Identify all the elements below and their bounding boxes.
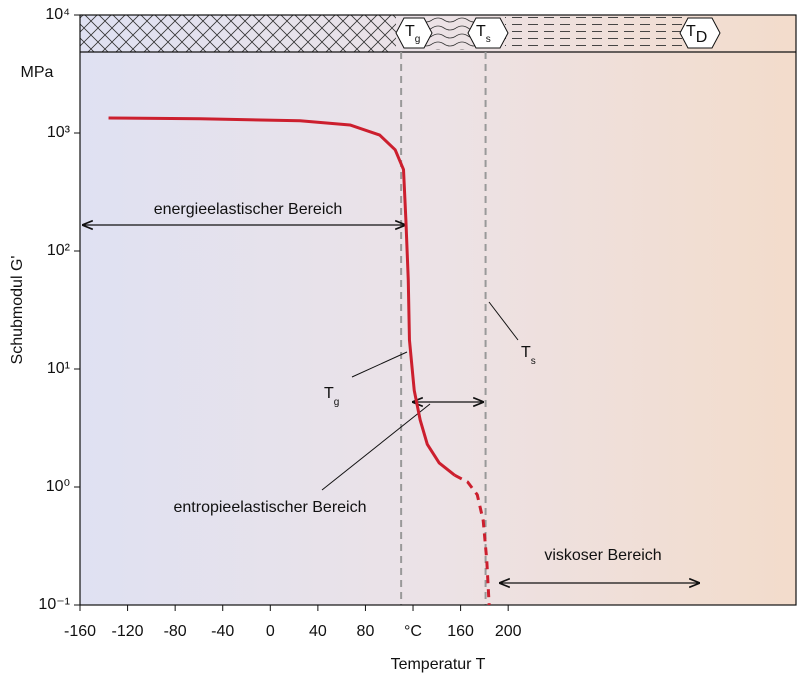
- x-tick-label: 0: [266, 623, 275, 640]
- y-unit: MPa: [21, 64, 54, 81]
- region-label: entropieelastischer Bereich: [174, 499, 367, 516]
- x-tick-label: 160: [447, 623, 474, 640]
- chart: Tg Ts TD MPa Schubmodul G' Temperatur T …: [0, 0, 797, 678]
- y-tick-label: 10⁰: [46, 478, 70, 495]
- plot-background: [80, 15, 796, 605]
- x-axis-title: Temperatur T: [391, 656, 486, 673]
- y-tick-label: 10²: [47, 242, 71, 259]
- y-axis-title: Schubmodul G': [9, 256, 26, 365]
- x-tick-label: 40: [309, 623, 327, 640]
- x-tick-label: °C: [404, 623, 422, 640]
- x-tick-label: -80: [164, 623, 187, 640]
- x-tick-label: 200: [495, 623, 522, 640]
- y-tick-label: 10¹: [47, 360, 70, 377]
- region-label: energieelastischer Bereich: [154, 201, 343, 218]
- x-tick-label: -160: [64, 623, 96, 640]
- y-tick-label: 10⁴: [45, 6, 70, 23]
- region-label: viskoser Bereich: [544, 547, 661, 564]
- x-tick-label: -120: [112, 623, 144, 640]
- x-tick-label: -40: [211, 623, 234, 640]
- y-tick-label: 10³: [47, 124, 71, 141]
- x-tick-label: 80: [357, 623, 375, 640]
- y-tick-label: 10⁻¹: [38, 596, 70, 613]
- hatch-viscous: [505, 17, 685, 50]
- hatch-glassy: [80, 15, 396, 52]
